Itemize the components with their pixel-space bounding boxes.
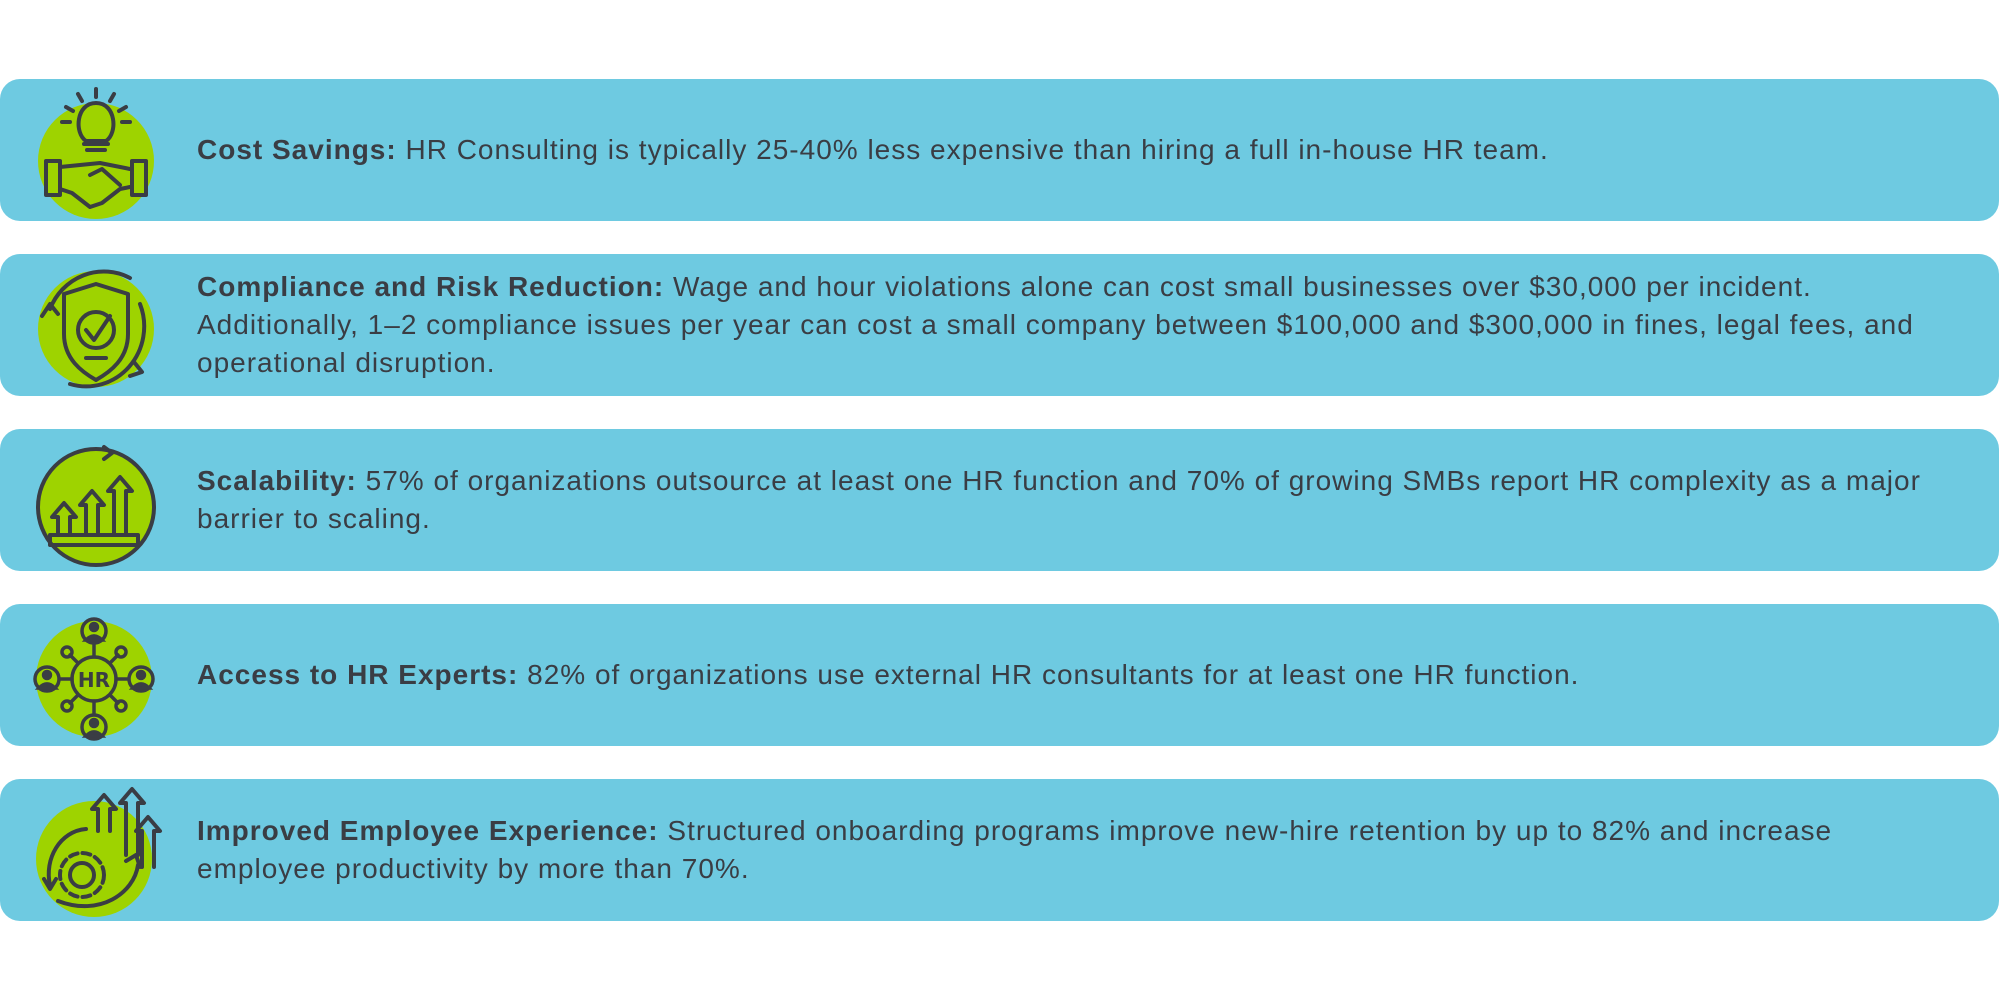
shield-check-icon bbox=[30, 264, 160, 394]
benefit-text: Cost Savings: HR Consulting is typically… bbox=[197, 131, 1937, 169]
benefit-body: HR Consulting is typically 25-40% less e… bbox=[405, 134, 1549, 165]
benefit-title: Improved Employee Experience: bbox=[197, 815, 659, 846]
gear-growth-icon bbox=[30, 787, 162, 919]
benefit-title: Scalability: bbox=[197, 465, 357, 496]
benefit-text: Compliance and Risk Reduction: Wage and … bbox=[197, 268, 1937, 382]
benefit-title: Compliance and Risk Reduction: bbox=[197, 271, 665, 302]
benefit-card-cost-savings: Cost Savings: HR Consulting is typically… bbox=[0, 79, 1999, 221]
benefit-text: Improved Employee Experience: Structured… bbox=[197, 812, 1937, 888]
benefit-text: Access to HR Experts: 82% of organizatio… bbox=[197, 656, 1937, 694]
benefit-text: Scalability: 57% of organizations outsou… bbox=[197, 462, 1937, 538]
benefit-card-hr-experts: HR Access to HR Experts: 82% of organiza… bbox=[0, 604, 1999, 746]
benefit-body: 82% of organizations use external HR con… bbox=[527, 659, 1580, 690]
benefit-card-employee-experience: Improved Employee Experience: Structured… bbox=[0, 779, 1999, 921]
benefit-card-scalability: Scalability: 57% of organizations outsou… bbox=[0, 429, 1999, 571]
growth-arrows-icon bbox=[30, 439, 160, 569]
hr-icon-label: HR bbox=[78, 668, 110, 692]
benefit-title: Cost Savings: bbox=[197, 134, 397, 165]
benefit-title: Access to HR Experts: bbox=[197, 659, 519, 690]
benefit-body: Wage and hour violations alone can cost … bbox=[197, 271, 1914, 378]
benefit-card-compliance: Compliance and Risk Reduction: Wage and … bbox=[0, 254, 1999, 396]
benefit-body: 57% of organizations outsource at least … bbox=[197, 465, 1921, 534]
hr-network-icon: HR bbox=[30, 614, 160, 744]
benefit-body: Structured onboarding programs improve n… bbox=[197, 815, 1833, 884]
lightbulb-handshake-icon bbox=[30, 87, 160, 219]
